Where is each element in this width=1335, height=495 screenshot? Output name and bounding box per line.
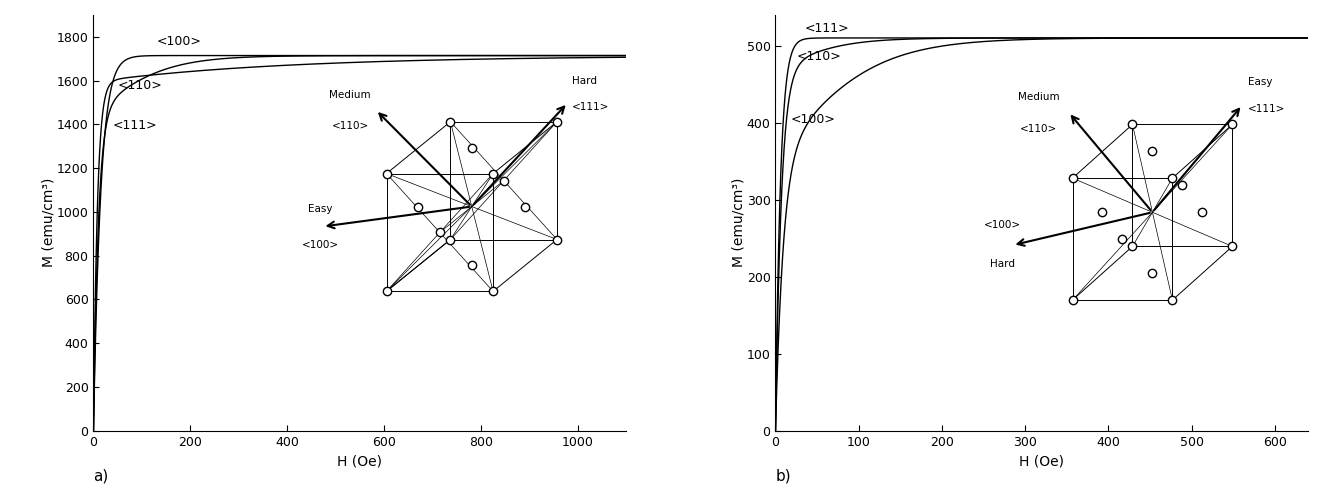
X-axis label: H (Oe): H (Oe)	[1020, 454, 1064, 468]
Y-axis label: M (emu/cm³): M (emu/cm³)	[41, 178, 55, 267]
Text: <100>: <100>	[790, 113, 836, 126]
Y-axis label: M (emu/cm³): M (emu/cm³)	[732, 178, 745, 267]
Text: b): b)	[776, 469, 792, 484]
Text: <110>: <110>	[117, 79, 163, 92]
X-axis label: H (Oe): H (Oe)	[338, 454, 382, 468]
Text: <100>: <100>	[156, 36, 202, 49]
Text: <110>: <110>	[796, 50, 841, 62]
Text: <111>: <111>	[805, 22, 849, 35]
Text: a): a)	[93, 469, 108, 484]
Text: <111>: <111>	[113, 119, 158, 132]
